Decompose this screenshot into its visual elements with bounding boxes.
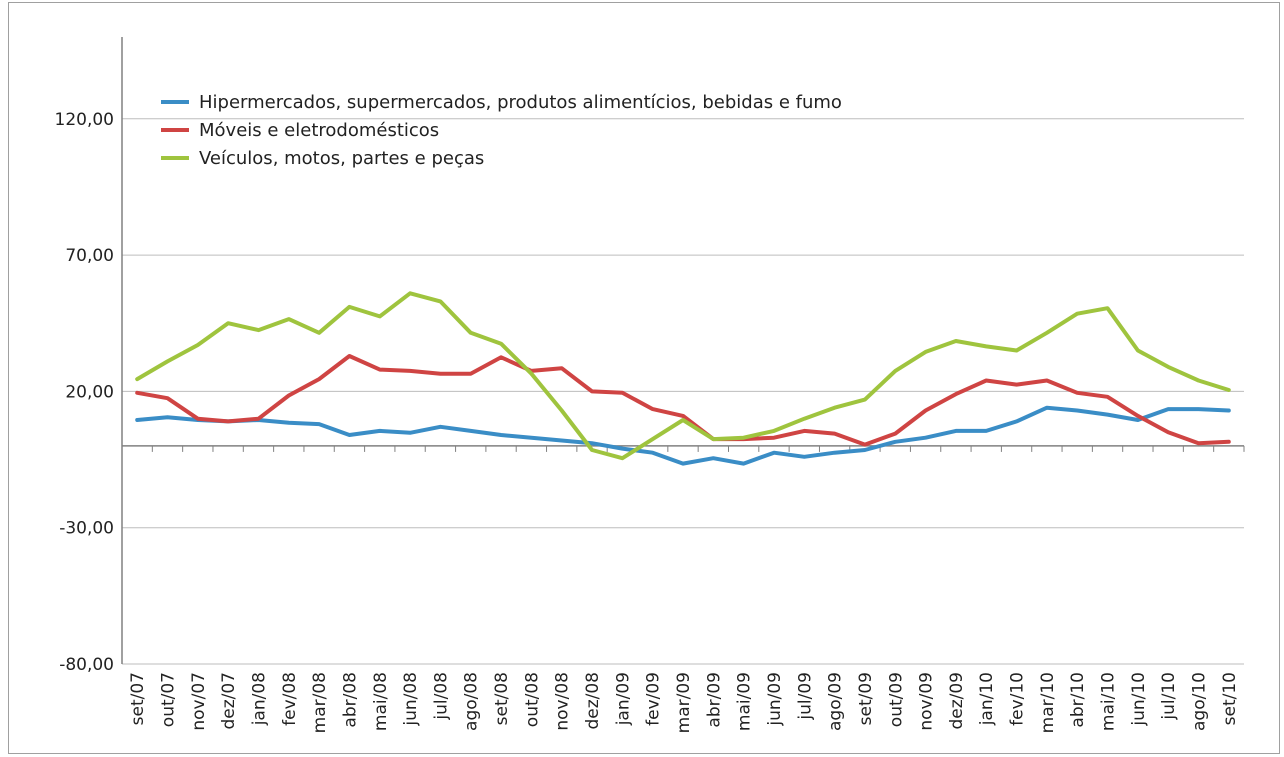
x-tick-label: abr/08 (340, 672, 360, 728)
x-tick-label: nov/07 (189, 672, 209, 731)
x-tick-label: out/09 (886, 672, 906, 727)
x-tick-label: mar/10 (1038, 672, 1058, 733)
x-tick-label: ago/09 (826, 672, 846, 731)
y-tick-label: -30,00 (59, 519, 114, 539)
y-tick-labels: 120,00 70,00 20,00 -30,00 -80,00 (55, 110, 114, 675)
y-tick-label: 70,00 (65, 246, 114, 266)
x-tick-label: nov/09 (917, 672, 937, 731)
x-tick-label: jun/08 (401, 672, 421, 727)
x-tick-label: set/07 (128, 672, 148, 725)
x-tick-label: jan/10 (977, 672, 997, 726)
x-tick-label: out/08 (522, 672, 542, 727)
series-line-2 (135, 354, 1231, 447)
x-tick-label: mai/09 (735, 672, 755, 731)
x-tick-label: set/09 (856, 672, 876, 725)
x-tick-label: mai/10 (1099, 672, 1119, 731)
x-tick-label: abr/10 (1068, 672, 1088, 728)
x-tick-label: nov/08 (553, 672, 573, 731)
x-tick-label: abr/09 (704, 672, 724, 728)
x-tick-label: fev/10 (1008, 672, 1028, 726)
x-tick-label: fev/09 (644, 672, 664, 726)
legend-label-2: Móveis e eletrodomésticos (199, 120, 439, 141)
x-tick-label: jun/09 (765, 672, 785, 727)
x-tick-label: dez/08 (583, 672, 603, 730)
chart-frame: 120,00 70,00 20,00 -30,00 -80,00 set/07 out/0… (8, 2, 1280, 754)
legend-label-3: Veículos, motos, partes e peças (199, 148, 484, 169)
legend: Hipermercados, supermercados, produtos a… (161, 92, 842, 169)
x-tick-label: out/07 (158, 672, 178, 727)
series-line-1 (135, 405, 1231, 466)
x-tick-label: jan/08 (249, 672, 269, 726)
series-line-3 (135, 291, 1231, 461)
x-tick-label: jul/09 (795, 672, 815, 721)
gridlines (122, 118, 1244, 665)
legend-label-1: Hipermercados, supermercados, produtos a… (199, 92, 842, 113)
line-chart: 120,00 70,00 20,00 -30,00 -80,00 set/07 out/0… (55, 37, 1245, 733)
x-tick-label: ago/08 (462, 672, 482, 731)
y-tick-label: 20,00 (65, 382, 114, 402)
x-tick-label: set/10 (1220, 672, 1240, 725)
x-tick-label: mar/08 (310, 672, 330, 733)
x-tick-label: dez/07 (219, 672, 239, 730)
x-tick-label: mai/08 (371, 672, 391, 731)
series-lines (135, 291, 1231, 466)
x-tick-label: set/08 (492, 672, 512, 725)
x-tick-label: jun/10 (1129, 672, 1149, 727)
x-tick-label: ago/10 (1190, 672, 1210, 731)
x-tick-label: mar/09 (674, 672, 694, 733)
x-tick-label: dez/09 (947, 672, 967, 730)
y-tick-label: 120,00 (55, 110, 114, 130)
y-tick-label: -80,00 (59, 655, 114, 675)
x-tick-labels: set/07 out/07 nov/07 dez/07 jan/08 fev/08 mar/… (128, 672, 1240, 733)
x-tick-label: fev/08 (280, 672, 300, 726)
x-tick-label: jan/09 (613, 672, 633, 726)
x-tick-label: jul/08 (431, 672, 451, 721)
x-tick-label: jul/10 (1159, 672, 1179, 721)
axes (121, 37, 1245, 664)
